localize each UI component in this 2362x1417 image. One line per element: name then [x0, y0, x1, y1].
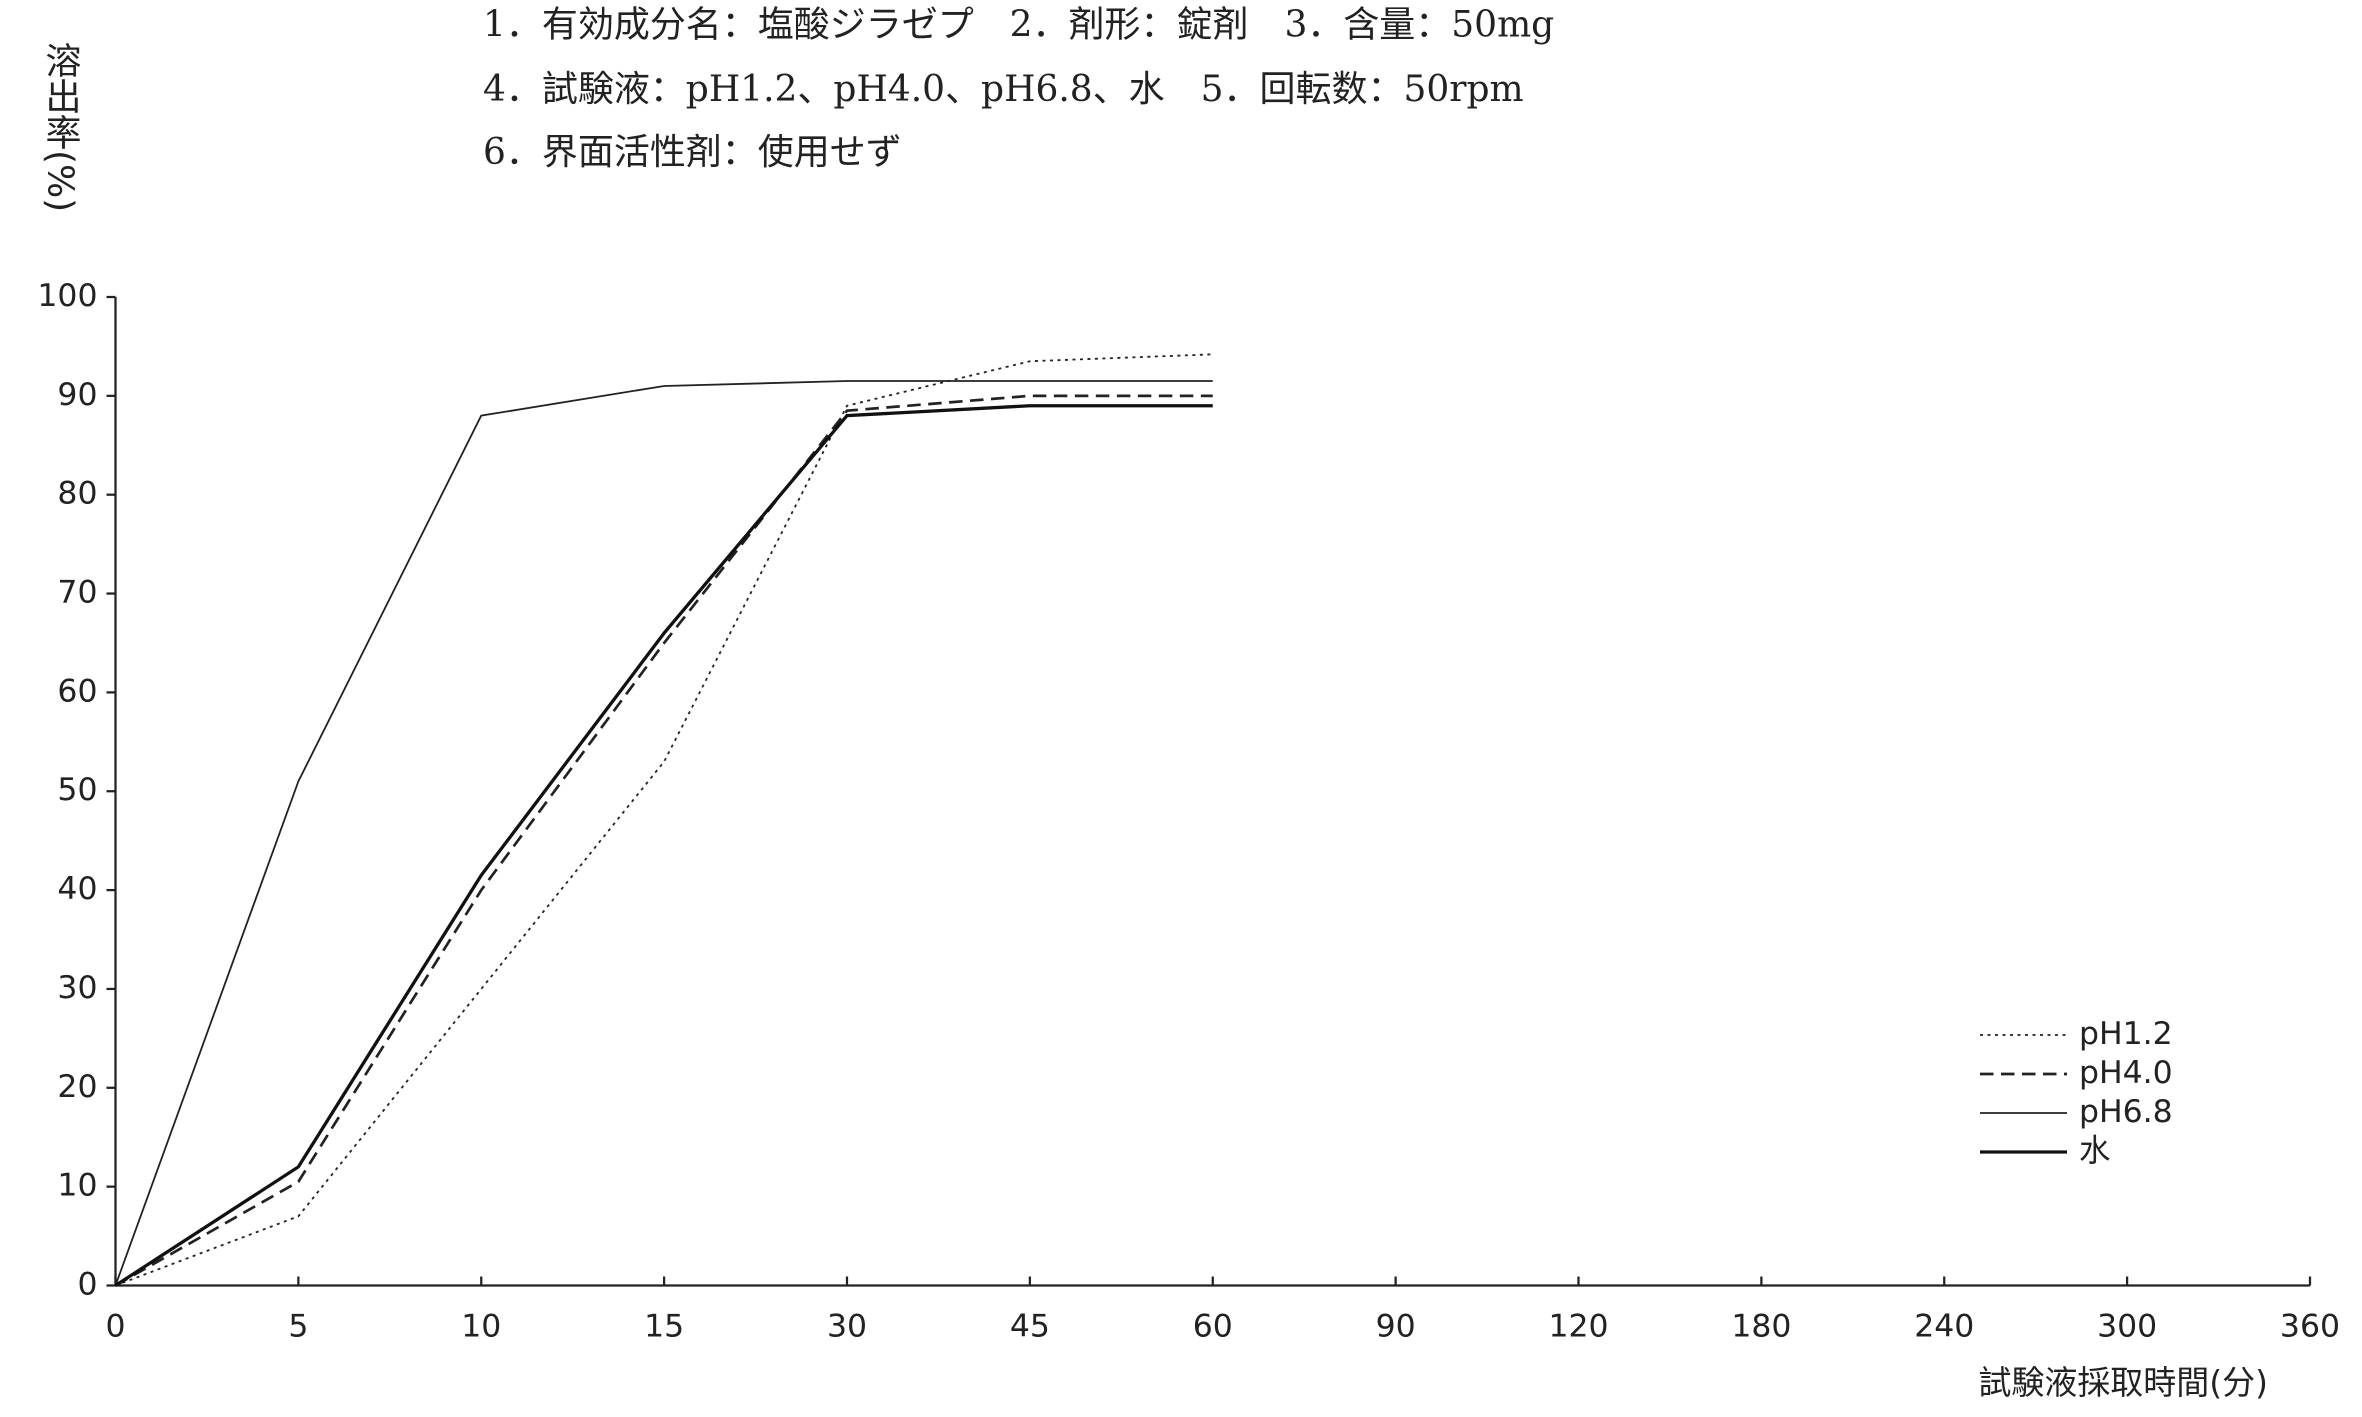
x-tick-label: 60: [1193, 1308, 1233, 1344]
y-tick-label: 0: [77, 1266, 97, 1302]
y-tick-label: 40: [57, 871, 97, 907]
series-line: [115, 353, 1213, 1287]
x-tick-label: 0: [105, 1308, 125, 1344]
series-line: [114, 394, 1213, 1287]
y-tick-label: 60: [57, 673, 97, 709]
y-tick-label: 10: [57, 1168, 97, 1204]
x-tick-label: 10: [461, 1308, 501, 1344]
series-line: [114, 404, 1213, 1287]
y-axis-label: 溶出率(%): [40, 42, 81, 213]
x-tick-label: 360: [2280, 1308, 2340, 1344]
x-tick-label: 180: [1731, 1308, 1791, 1344]
x-tick-label: 120: [1548, 1308, 1608, 1344]
x-tick-label: 15: [644, 1308, 684, 1344]
legend-label: pH1.2: [2079, 1016, 2173, 1052]
y-tick-label: 100: [37, 278, 97, 314]
legend-label: pH6.8: [2079, 1094, 2173, 1130]
series-line: [114, 380, 1213, 1286]
y-tick-label: 20: [57, 1069, 97, 1105]
x-tick-label: 45: [1010, 1308, 1050, 1344]
condition-line: 1．有効成分名：塩酸ジラゼプ 2．剤形：錠剤 3．含量：50mg: [483, 4, 1554, 45]
legend-label: 水: [2079, 1133, 2110, 1169]
y-tick-label: 70: [57, 575, 97, 611]
x-tick-label: 90: [1376, 1308, 1416, 1344]
y-tick-label: 30: [57, 970, 97, 1006]
x-tick-label: 300: [2097, 1308, 2157, 1344]
x-axis-label: 試験液採取時間(分): [1978, 1363, 2268, 1402]
condition-line: 4．試験液：pH1.2、pH4.0、pH6.8、水 5．回転数：50rpm: [483, 69, 1524, 110]
condition-line: 6．界面活性剤：使用せず: [483, 132, 902, 173]
y-tick-label: 90: [57, 377, 97, 413]
y-tick-label: 80: [57, 476, 97, 512]
x-tick-label: 30: [827, 1308, 867, 1344]
x-tick-label: 240: [1914, 1308, 1974, 1344]
y-tick-label: 50: [57, 772, 97, 808]
x-tick-label: 5: [288, 1308, 308, 1344]
legend-label: pH4.0: [2079, 1055, 2173, 1091]
